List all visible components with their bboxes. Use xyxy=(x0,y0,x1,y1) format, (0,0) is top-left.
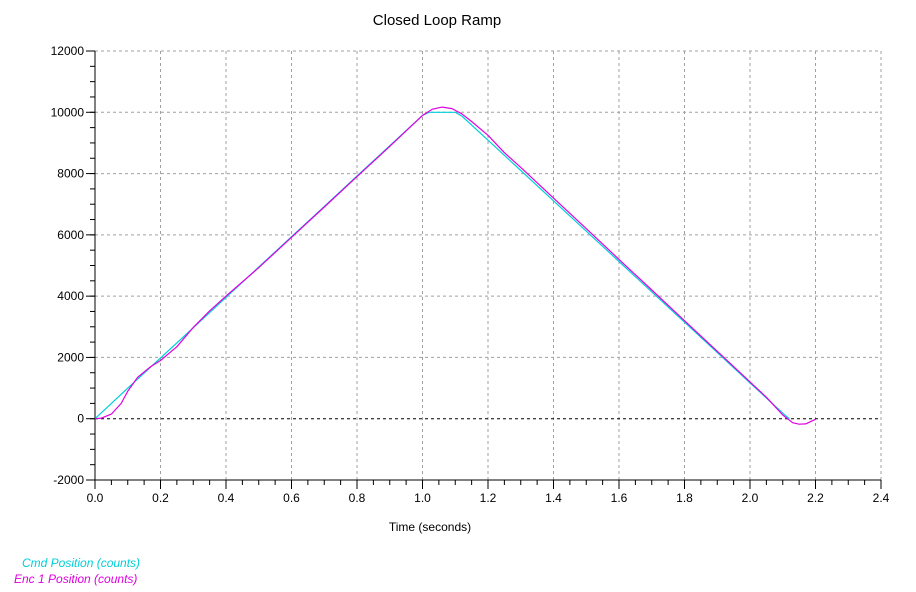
y-tick-label: 6000 xyxy=(57,228,84,242)
x-tick-label: 2.2 xyxy=(807,491,824,505)
y-tick-label: 8000 xyxy=(57,167,84,181)
y-tick-label: -2000 xyxy=(53,473,84,487)
grid xyxy=(95,50,882,480)
x-tick-label: 1.8 xyxy=(676,491,693,505)
legend-enc1-position: Enc 1 Position (counts) xyxy=(14,572,138,586)
x-tick-label: 0.8 xyxy=(349,491,366,505)
y-tick-label: 0 xyxy=(77,412,84,426)
y-tick-label: 2000 xyxy=(57,350,84,364)
series-cmd-position-line xyxy=(94,111,790,420)
x-tick-label: 0.4 xyxy=(218,491,235,505)
x-tick-label: 1.0 xyxy=(414,491,431,505)
x-tick-label: 0.0 xyxy=(87,491,104,505)
y-tick-label: 4000 xyxy=(57,289,84,303)
x-tick-label: 0.2 xyxy=(152,491,169,505)
x-tick-label: 1.4 xyxy=(545,491,562,505)
series-enc1-position-line xyxy=(94,106,816,425)
chart-title: Closed Loop Ramp xyxy=(373,12,501,29)
y-tick-label: 12000 xyxy=(51,44,85,58)
x-tick-label: 2.0 xyxy=(742,491,759,505)
y-tick-label: 10000 xyxy=(51,105,85,119)
x-tick-label: 1.2 xyxy=(480,491,497,505)
axes: 0.0 0.2 0.4 0.6 0.8 1.0 1.2 1.4 1.6 1.8 2.0 2.2 2.4 1… xyxy=(51,44,890,505)
legend-cmd-position: Cmd Position (counts) xyxy=(22,556,141,570)
x-tick-label: 1.6 xyxy=(611,491,628,505)
x-axis-label: Time (seconds) xyxy=(389,520,471,534)
x-tick-label: 0.6 xyxy=(283,491,300,505)
series-layer xyxy=(94,106,816,425)
x-tick-label: 2.4 xyxy=(873,491,890,505)
